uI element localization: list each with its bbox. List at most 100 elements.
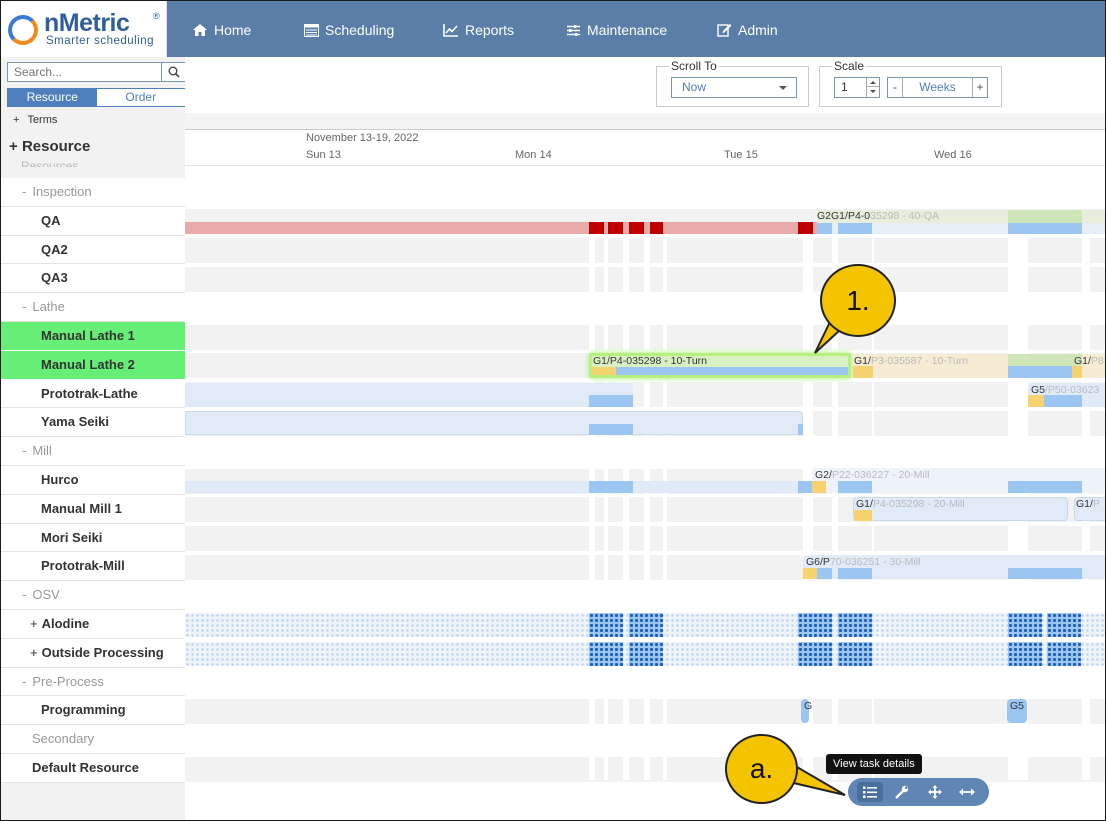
collapse-icon[interactable]: -: [22, 299, 27, 315]
task-label: G1/P4-035298 - 10-Turn: [593, 355, 707, 367]
search-input[interactable]: [8, 63, 162, 81]
task-label-part: G1/: [1076, 498, 1093, 510]
task-label: G1/P: [1076, 498, 1100, 510]
view-task-details-button[interactable]: [857, 782, 884, 802]
osv-block[interactable]: [838, 642, 872, 666]
resource-row-label: Outside Processing: [41, 644, 164, 660]
resize-horizontal-icon: [958, 788, 975, 796]
scale-unit[interactable]: Weeks: [902, 78, 973, 97]
search-button[interactable]: [161, 63, 185, 81]
scale-minus-button[interactable]: -: [893, 80, 897, 94]
logo-ring-icon: [8, 15, 38, 45]
scale-plus-button[interactable]: +: [976, 80, 984, 94]
view-toggle: Resource Order: [7, 88, 186, 107]
nav-maintenance-label: Maintenance: [587, 22, 668, 38]
resource-row[interactable]: - Lathe: [1, 293, 185, 322]
scale-group: Scale 1 - Weeks +: [819, 59, 1002, 107]
task-chunk: [1008, 481, 1082, 493]
resource-row[interactable]: Secondary: [1, 725, 185, 754]
osv-block[interactable]: [629, 642, 663, 666]
task-bar[interactable]: [1007, 699, 1027, 723]
late-block[interactable]: [650, 222, 663, 234]
scale-number-input[interactable]: 1: [834, 77, 880, 98]
move-task-button[interactable]: [922, 782, 948, 802]
nav-home[interactable]: Home: [192, 1, 251, 57]
terms-toggle[interactable]: + Terms: [1, 113, 185, 129]
resource-row[interactable]: Yama Seiki: [1, 408, 185, 438]
task-label-part: 35298 - 40-QA: [870, 210, 940, 222]
task-bar[interactable]: [853, 497, 1068, 521]
resource-row-label: Mill: [32, 443, 52, 459]
resource-row[interactable]: Programming: [1, 696, 185, 726]
resource-row[interactable]: Manual Mill 1: [1, 494, 185, 524]
day-label: Wed 16: [934, 149, 972, 161]
spin-down-icon[interactable]: [867, 87, 879, 96]
collapse-icon[interactable]: -: [22, 673, 27, 689]
resource-row[interactable]: Manual Lathe 1: [1, 322, 185, 351]
nav-reports[interactable]: Reports: [443, 1, 514, 57]
toggle-resource[interactable]: Resource: [8, 89, 97, 106]
late-block[interactable]: [629, 222, 644, 234]
task-bar[interactable]: [185, 383, 633, 407]
resource-row[interactable]: Mori Seiki: [1, 523, 185, 553]
resize-task-button[interactable]: [954, 782, 980, 802]
osv-block[interactable]: [629, 613, 663, 637]
resource-row[interactable]: Manual Lathe 2: [1, 350, 185, 380]
resource-row[interactable]: - Pre-Process: [1, 667, 185, 697]
resource-row[interactable]: - Inspection: [1, 178, 185, 207]
task-bar[interactable]: [801, 699, 809, 723]
task-label-part: 70-036251 - 30-Mill: [829, 556, 921, 568]
task-label-part: G1/P4-0: [831, 210, 871, 222]
resource-row-label: Mori Seiki: [41, 529, 103, 545]
nav-admin[interactable]: Admin: [717, 1, 778, 57]
scroll-to-select[interactable]: Now: [671, 77, 797, 98]
day-label: Mon 14: [515, 149, 552, 161]
osv-block[interactable]: [1008, 642, 1042, 666]
brand-reg-mark: ®: [153, 11, 160, 21]
task-bar[interactable]: [1074, 497, 1105, 521]
expand-icon: +: [9, 138, 22, 155]
resource-row[interactable]: Prototrak-Mill: [1, 552, 185, 582]
osv-block[interactable]: [589, 642, 623, 666]
resource-header[interactable]: + Resource: [9, 138, 90, 155]
collapse-icon[interactable]: -: [22, 184, 27, 199]
resource-row[interactable]: - Mill: [1, 437, 185, 466]
task-label: G2G1/P4-035298 - 40-QA: [817, 210, 939, 222]
late-block[interactable]: [589, 222, 604, 234]
edit-task-button[interactable]: [889, 782, 915, 802]
brand-logo[interactable]: nMetric ® Smarter scheduling: [1, 1, 167, 57]
resource-row[interactable]: Hurco: [1, 466, 185, 495]
osv-block[interactable]: [1008, 613, 1042, 637]
resource-row[interactable]: QA2: [1, 235, 185, 265]
resource-row[interactable]: QA: [1, 206, 185, 236]
scale-spinner[interactable]: [866, 78, 879, 97]
nav-scheduling[interactable]: Scheduling: [304, 1, 394, 57]
resource-row[interactable]: Prototrak-Lathe: [1, 379, 185, 409]
osv-block[interactable]: [798, 613, 832, 637]
expand-icon[interactable]: +: [30, 644, 38, 660]
resource-row[interactable]: QA3: [1, 264, 185, 294]
late-block[interactable]: [798, 222, 813, 234]
osv-block[interactable]: [589, 613, 623, 637]
resource-row[interactable]: Default Resource: [1, 754, 185, 783]
nav-maintenance[interactable]: Maintenance: [566, 1, 667, 57]
late-block[interactable]: [608, 222, 623, 234]
osv-block[interactable]: [1047, 642, 1081, 666]
collapse-icon[interactable]: -: [22, 443, 27, 459]
osv-block[interactable]: [1047, 613, 1081, 637]
collapse-icon[interactable]: -: [22, 587, 27, 603]
osv-block[interactable]: [838, 613, 872, 637]
resource-row-label: Prototrak-Mill: [41, 558, 125, 574]
task-chunk: [838, 481, 872, 493]
resource-row[interactable]: + Alodine: [1, 610, 185, 639]
resource-row[interactable]: - OSV: [1, 581, 185, 610]
osv-block[interactable]: [798, 642, 832, 666]
toggle-order[interactable]: Order: [96, 89, 185, 106]
task-chunk: [838, 223, 872, 234]
spin-up-icon[interactable]: [867, 78, 879, 87]
scroll-to-value: Now: [682, 80, 707, 94]
expand-icon[interactable]: +: [30, 616, 38, 631]
task-bar[interactable]: [185, 411, 803, 435]
resource-row[interactable]: + Outside Processing: [1, 638, 185, 668]
